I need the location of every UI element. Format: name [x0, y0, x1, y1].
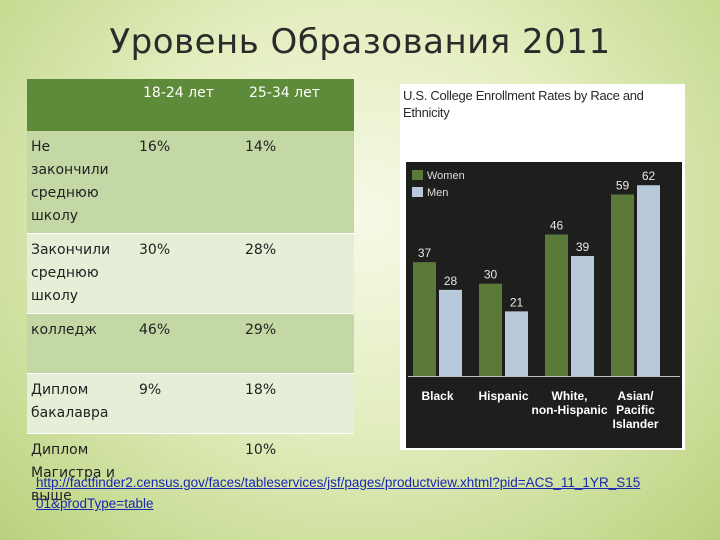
- cell-18-24: 30%: [135, 233, 241, 314]
- table-row: Не закончили среднюю школу 16% 14%: [27, 131, 354, 234]
- enrollment-chart: U.S. College Enrollment Rates by Race an…: [400, 84, 685, 450]
- category-label: Hispanic: [478, 389, 528, 403]
- legend-label: Women: [427, 170, 465, 182]
- category-label: White, non-Hispanic: [531, 389, 607, 417]
- table-row: Закончили среднюю школу 30% 28%: [27, 233, 354, 314]
- chart-canvas: Women Men 37 28 Black 30 21 Hispanic 46 39 White, n…: [406, 162, 682, 448]
- data-label: 21: [510, 295, 524, 309]
- data-label: 30: [484, 268, 498, 282]
- source-link[interactable]: http://factfinder2.census.gov/faces/tabl…: [36, 475, 641, 511]
- data-label: 39: [576, 240, 590, 254]
- cell-25-34: 29%: [241, 313, 354, 374]
- legend-label: Men: [427, 187, 448, 199]
- slide-title: Уровень Образования 2011: [109, 22, 611, 62]
- table-row: Диплом Магистра и выше 10%: [27, 434, 354, 511]
- table-header-25-34: 25-34 лет: [241, 79, 354, 131]
- cell-18-24: 16%: [135, 131, 241, 234]
- bar: [611, 194, 634, 376]
- category-label: Asian/Pacific Islander: [612, 389, 658, 431]
- cell-18-24: 9%: [135, 373, 241, 434]
- cell-18-24: 46%: [135, 313, 241, 374]
- bar: [439, 289, 462, 376]
- row-label: Диплом Магистра и выше: [31, 442, 115, 504]
- row-label: Диплом бакалавра: [27, 373, 135, 434]
- row-label: Закончили среднюю школу: [27, 233, 135, 314]
- data-label: 37: [418, 246, 432, 260]
- legend-swatch: [412, 187, 423, 197]
- table-header-18-24: 18-24 лет: [135, 79, 241, 131]
- row-label: колледж: [27, 313, 135, 374]
- bar: [479, 283, 502, 376]
- education-table: 18-24 лет 25-34 лет Не закончили среднюю…: [27, 79, 354, 510]
- data-label: 46: [550, 218, 564, 232]
- data-label: 59: [616, 178, 630, 192]
- data-label: 28: [444, 274, 458, 288]
- table-header-row: 18-24 лет 25-34 лет: [27, 79, 354, 131]
- chart-title: U.S. College Enrollment Rates by Race an…: [403, 88, 644, 120]
- data-label: 62: [642, 169, 656, 183]
- row-label: Не закончили среднюю школу: [27, 131, 135, 234]
- bar: [545, 234, 568, 376]
- legend-swatch: [412, 170, 423, 180]
- cell-25-34: 28%: [241, 233, 354, 314]
- category-label: Black: [421, 389, 453, 403]
- bar: [505, 311, 528, 376]
- cell-25-34: 10%: [245, 442, 277, 458]
- cell-25-34: 18%: [241, 373, 354, 434]
- table-row: колледж 46% 29%: [27, 313, 354, 374]
- bar: [637, 185, 660, 376]
- table-header-blank: [27, 79, 135, 131]
- table-row: Диплом бакалавра 9% 18%: [27, 373, 354, 434]
- bar: [571, 256, 594, 376]
- bar: [413, 262, 436, 376]
- cell-25-34: 14%: [241, 131, 354, 234]
